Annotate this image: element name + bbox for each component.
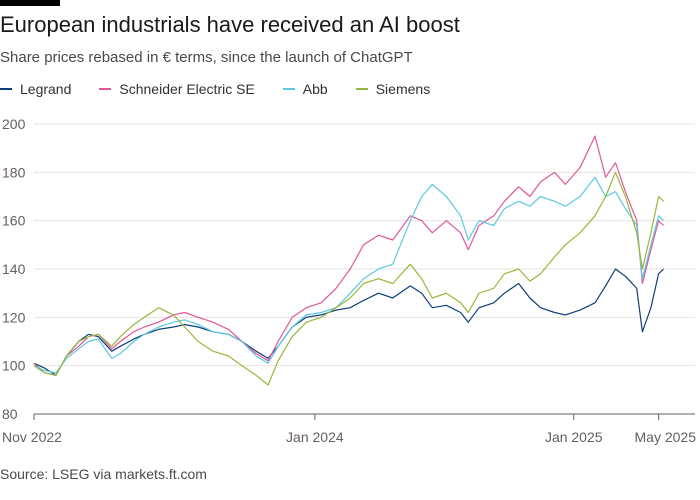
line-chart: 80 100 120 140 160 180 200 Nov 2022 Jan 2024 Jan … (2, 116, 697, 445)
chart-subtitle: Share prices rebased in € terms, since t… (0, 49, 413, 66)
legend-swatch-abb (282, 88, 295, 90)
series-line-legrand (33, 268, 665, 376)
chart-title: European industrials have received an AI… (0, 12, 460, 37)
legend-swatch-legrand (0, 88, 12, 90)
legend-item-schneider: Schneider Electric SE (99, 81, 255, 97)
legend-label-siemens: Siemens (375, 81, 431, 97)
legend-swatch-siemens (355, 88, 368, 90)
y-tick-label: 200 (2, 116, 26, 132)
legend-item-siemens: Siemens (355, 81, 431, 97)
y-tick-label: 160 (2, 213, 26, 229)
source-note: Source: LSEG via markets.ft.com (0, 466, 207, 482)
legend-item-abb: Abb (282, 81, 328, 97)
series-line-abb (33, 176, 665, 374)
x-tick-label: Jan 2025 (545, 429, 603, 445)
legend-label-abb: Abb (302, 81, 328, 97)
x-tick-label: May 2025 (635, 429, 697, 445)
series-line-schneider-electric-se (33, 135, 665, 376)
x-tick-label: Nov 2022 (2, 429, 62, 445)
y-tick-label: 140 (2, 261, 26, 277)
legend-swatch-schneider (99, 88, 112, 90)
series-line-siemens (33, 171, 665, 386)
x-tick-label: Jan 2024 (286, 429, 344, 445)
y-tick-label: 80 (2, 406, 18, 422)
header-accent-bar (0, 0, 60, 6)
legend-label-schneider: Schneider Electric SE (119, 81, 255, 97)
y-tick-label: 180 (2, 164, 26, 180)
legend-label-legrand: Legrand (20, 81, 72, 97)
legend: Legrand Schneider Electric SE Abb Siemen… (0, 80, 458, 98)
y-tick-label: 120 (2, 309, 26, 325)
legend-item-legrand: Legrand (0, 81, 71, 97)
y-tick-label: 100 (2, 358, 26, 374)
